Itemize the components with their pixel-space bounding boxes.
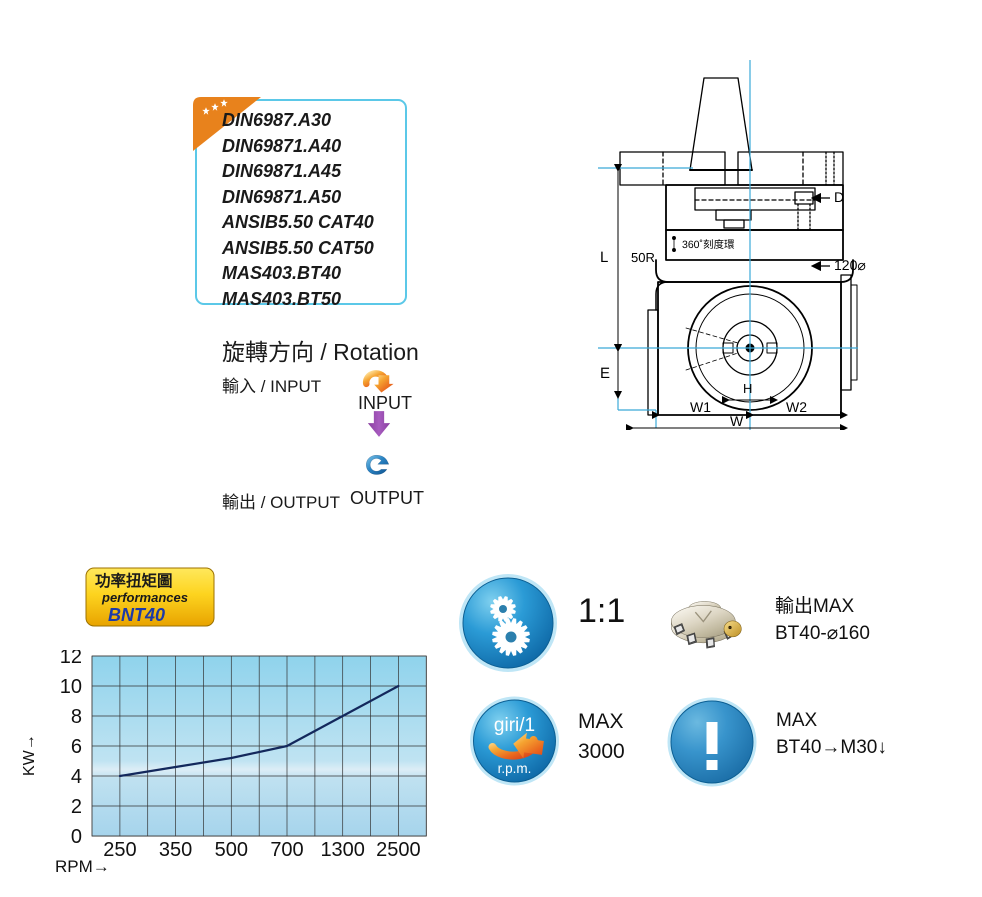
svg-text:350: 350 — [159, 839, 192, 860]
svg-text:6: 6 — [71, 736, 82, 758]
svg-text:8: 8 — [71, 706, 82, 728]
svg-text:50R: 50R — [631, 250, 655, 265]
svg-text:2: 2 — [71, 796, 82, 818]
svg-text:r.p.m.: r.p.m. — [498, 761, 532, 776]
svg-text:4: 4 — [71, 766, 82, 788]
svg-text:W2: W2 — [786, 399, 807, 415]
svg-text:E: E — [600, 365, 610, 382]
svg-text:H: H — [743, 381, 752, 396]
svg-text:D: D — [834, 189, 844, 205]
svg-text:120⌀: 120⌀ — [834, 257, 866, 273]
svg-text:giri/1: giri/1 — [494, 715, 535, 736]
svg-text:10: 10 — [60, 676, 82, 698]
svg-text:0: 0 — [71, 826, 82, 848]
svg-text:1300: 1300 — [320, 839, 365, 860]
svg-text:performances: performances — [101, 590, 188, 605]
svg-text:BNT40: BNT40 — [108, 605, 165, 625]
svg-text:500: 500 — [215, 839, 248, 860]
svg-text:L: L — [600, 249, 608, 266]
svg-text:360˚刻度環: 360˚刻度環 — [682, 239, 735, 251]
svg-text:KW→: KW→ — [21, 734, 38, 776]
svg-text:功率扭矩圖: 功率扭矩圖 — [95, 571, 173, 590]
svg-text:W1: W1 — [690, 399, 711, 415]
svg-text:2500: 2500 — [376, 839, 421, 860]
svg-text:700: 700 — [270, 839, 303, 860]
svg-text:W: W — [730, 413, 744, 429]
svg-text:12: 12 — [60, 650, 82, 668]
